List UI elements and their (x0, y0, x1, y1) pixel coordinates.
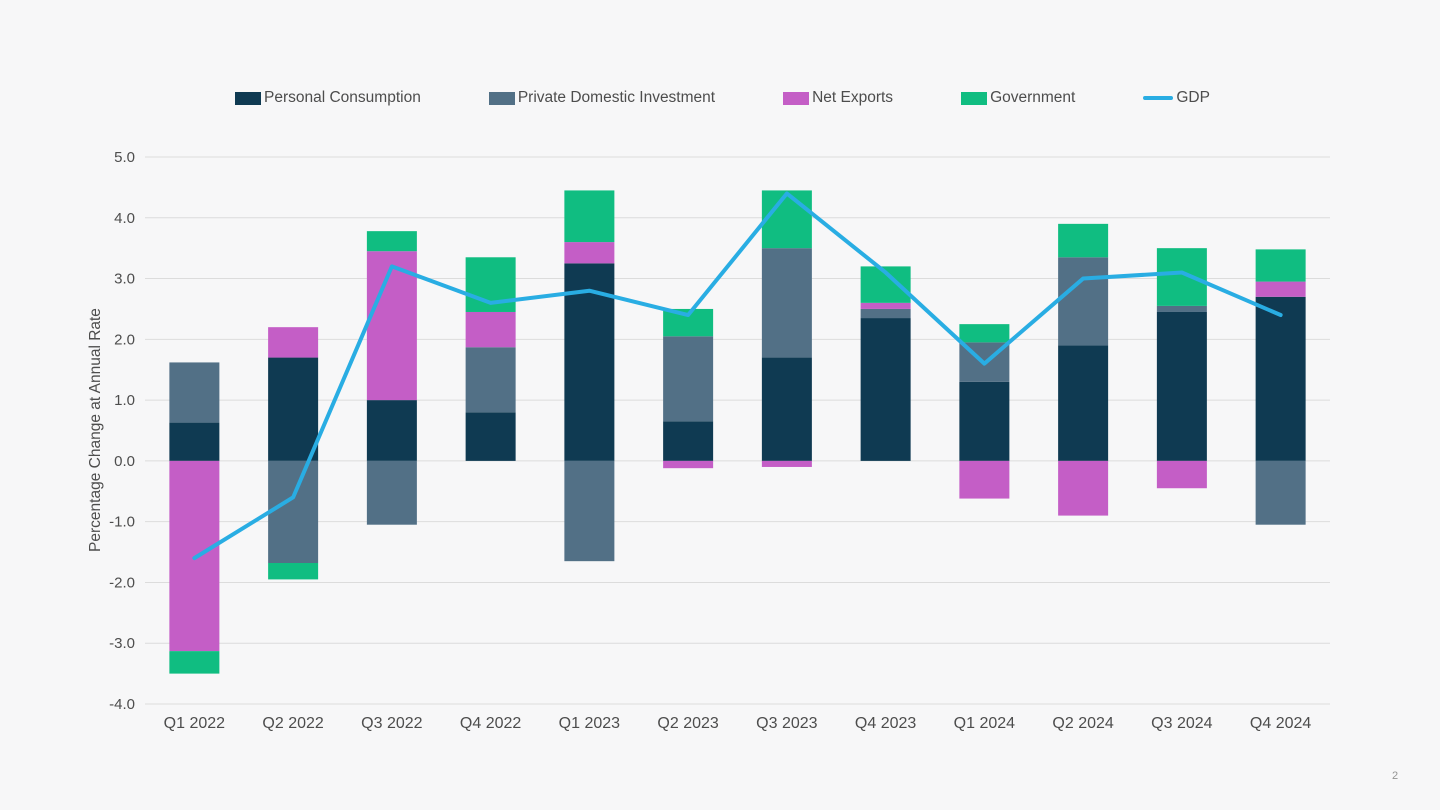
bar-segment-government-q2-2024 (1058, 223, 1109, 258)
legend-swatch-personal-consumption-icon (235, 91, 261, 105)
bar-segment-government-q1-2022 (169, 651, 220, 674)
x-tick-label: Q2 2022 (262, 715, 323, 732)
bar-segment-private-domestic-investment-q4-2023 (860, 308, 911, 319)
bar-segment-net-exports-q3-2023 (761, 460, 812, 467)
legend-label-net-exports: Net Exports (812, 89, 894, 106)
legend-item-net-exports: Net Exports (783, 89, 893, 107)
legend-label-private-domestic-investment: Private Domestic Investment (517, 89, 716, 106)
y-tick-label: 5.0 (114, 149, 135, 166)
legend-item-government: Government (961, 89, 1075, 107)
bar-segment-net-exports-q3-2024 (1156, 460, 1207, 489)
legend-swatch-gdp-icon (1143, 96, 1174, 100)
bar-segment-personal-consumption-q1-2024 (959, 381, 1010, 461)
bar-segment-personal-consumption-q3-2024 (1156, 311, 1207, 461)
bar-segment-personal-consumption-q2-2024 (1058, 345, 1109, 461)
y-tick-label: 3.0 (114, 271, 135, 288)
bar-segment-net-exports-q2-2024 (1058, 460, 1109, 516)
bar-segment-personal-consumption-q4-2022 (465, 412, 516, 461)
bar-segment-personal-consumption-q3-2023 (761, 357, 812, 461)
x-tick-label: Q1 2022 (164, 715, 225, 732)
chart-legend: Personal Consumption Private Domestic Inv… (235, 87, 1210, 109)
legend-swatch-government-icon (961, 91, 988, 105)
bar-segment-government-q3-2023 (761, 190, 812, 249)
bar-segment-net-exports-q2-2022 (268, 327, 319, 358)
legend-swatch-net-exports-icon (783, 91, 810, 105)
bar-segment-government-q3-2024 (1156, 248, 1207, 306)
bar-segment-government-q3-2022 (366, 231, 417, 252)
bar-segment-private-domestic-investment-q4-2024 (1255, 460, 1306, 525)
bar-segment-government-q4-2024 (1255, 249, 1306, 282)
bar-segment-private-domestic-investment-q1-2022 (169, 362, 220, 423)
x-tick-label: Q1 2024 (954, 715, 1015, 732)
bar-segment-personal-consumption-q2-2022 (268, 357, 319, 461)
legend-label-personal-consumption: Personal Consumption (264, 89, 421, 106)
x-tick-label: Q4 2024 (1250, 715, 1311, 732)
bar-segment-government-q1-2024 (959, 324, 1010, 343)
legend-item-personal-consumption: Personal Consumption (235, 89, 421, 107)
legend-swatch-private-domestic-investment-icon (488, 91, 515, 105)
bar-segment-private-domestic-investment-q1-2023 (564, 460, 615, 562)
bar-segment-private-domestic-investment-q2-2022 (268, 460, 319, 563)
bar-segment-personal-consumption-q3-2022 (366, 400, 417, 461)
x-tick-label: Q2 2023 (657, 715, 718, 732)
bar-segment-government-q1-2023 (564, 190, 615, 243)
bar-segment-personal-consumption-q2-2023 (663, 421, 714, 461)
y-tick-label: -4.0 (109, 696, 135, 713)
x-tick-label: Q3 2022 (361, 715, 422, 732)
page-number: 2 (1392, 770, 1399, 782)
bar-segment-net-exports-q4-2022 (465, 311, 516, 348)
bar-segment-personal-consumption-q4-2023 (860, 318, 911, 461)
x-tick-label: Q4 2023 (855, 715, 916, 732)
bar-segment-private-domestic-investment-q3-2024 (1156, 305, 1207, 312)
bar-segment-private-domestic-investment-q2-2023 (663, 336, 714, 422)
y-tick-label: -2.0 (109, 574, 135, 591)
y-tick-label: 1.0 (114, 392, 135, 409)
legend-item-gdp: GDP (1143, 89, 1210, 107)
bar-segment-net-exports-q1-2023 (564, 242, 615, 264)
bar-segment-private-domestic-investment-q4-2022 (465, 347, 516, 413)
bar-segment-personal-consumption-q1-2022 (169, 422, 220, 461)
bar-segment-private-domestic-investment-q3-2023 (761, 248, 812, 358)
y-tick-label: 4.0 (114, 210, 135, 227)
bar-segment-private-domestic-investment-q2-2024 (1058, 257, 1109, 346)
legend-label-government: Government (990, 89, 1076, 106)
gdp-line (192, 191, 1283, 561)
x-tick-label: Q1 2023 (559, 715, 620, 732)
y-tick-label: -1.0 (109, 514, 135, 531)
bar-segment-net-exports-q4-2023 (860, 302, 911, 309)
y-tick-label: 2.0 (114, 331, 135, 348)
bar-segment-private-domestic-investment-q3-2022 (366, 460, 417, 525)
legend-label-gdp: GDP (1176, 89, 1210, 106)
bar-segment-net-exports-q1-2024 (959, 460, 1010, 499)
x-tick-label: Q3 2024 (1151, 715, 1212, 732)
x-tick-label: Q2 2024 (1052, 715, 1113, 732)
x-tick-label: Q4 2022 (460, 715, 521, 732)
y-tick-label: 0.0 (114, 453, 135, 470)
bar-segment-personal-consumption-q4-2024 (1255, 296, 1306, 461)
bar-segment-net-exports-q3-2022 (366, 251, 417, 401)
legend-item-private-domestic-investment: Private Domestic Investment (488, 89, 716, 107)
bar-segment-government-q2-2022 (268, 562, 319, 580)
bar-segment-net-exports-q4-2024 (1255, 281, 1306, 297)
bar-segment-net-exports-q2-2023 (663, 460, 714, 469)
x-tick-label: Q3 2023 (756, 715, 817, 732)
y-tick-label: -3.0 (109, 635, 135, 652)
